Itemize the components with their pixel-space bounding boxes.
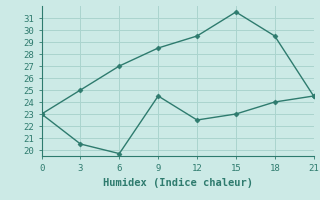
X-axis label: Humidex (Indice chaleur): Humidex (Indice chaleur) — [103, 178, 252, 188]
